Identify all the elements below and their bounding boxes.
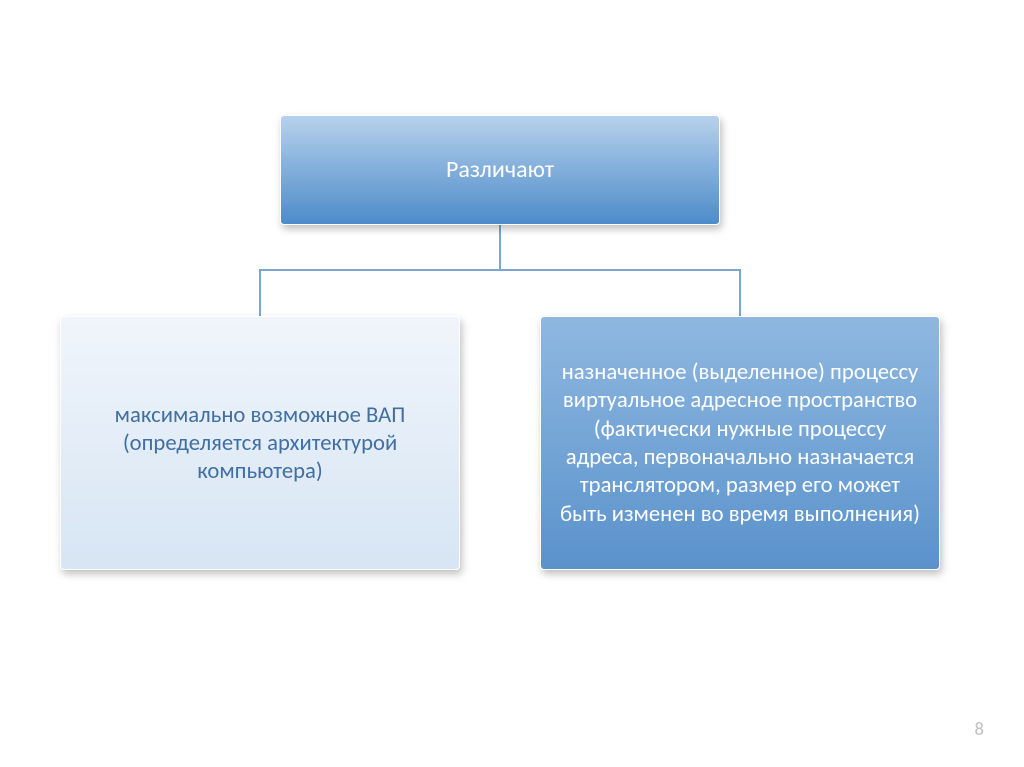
right-child-node: назначенное (выделенное) процессу виртуа… xyxy=(540,316,940,570)
root-node-label: Различают xyxy=(446,155,554,185)
connector-drop-right xyxy=(739,270,741,316)
left-child-label: максимально возможное ВАП (определяется … xyxy=(75,401,445,486)
left-child-node: максимально возможное ВАП (определяется … xyxy=(60,316,460,570)
connector-drop-left xyxy=(259,270,261,316)
connector-trunk xyxy=(499,225,501,270)
connector-horizontal xyxy=(259,269,741,271)
right-child-label: назначенное (выделенное) процессу виртуа… xyxy=(555,358,925,528)
page-number-text: 8 xyxy=(975,718,984,741)
root-node: Различают xyxy=(280,115,720,225)
page-number: 8 xyxy=(975,718,984,741)
